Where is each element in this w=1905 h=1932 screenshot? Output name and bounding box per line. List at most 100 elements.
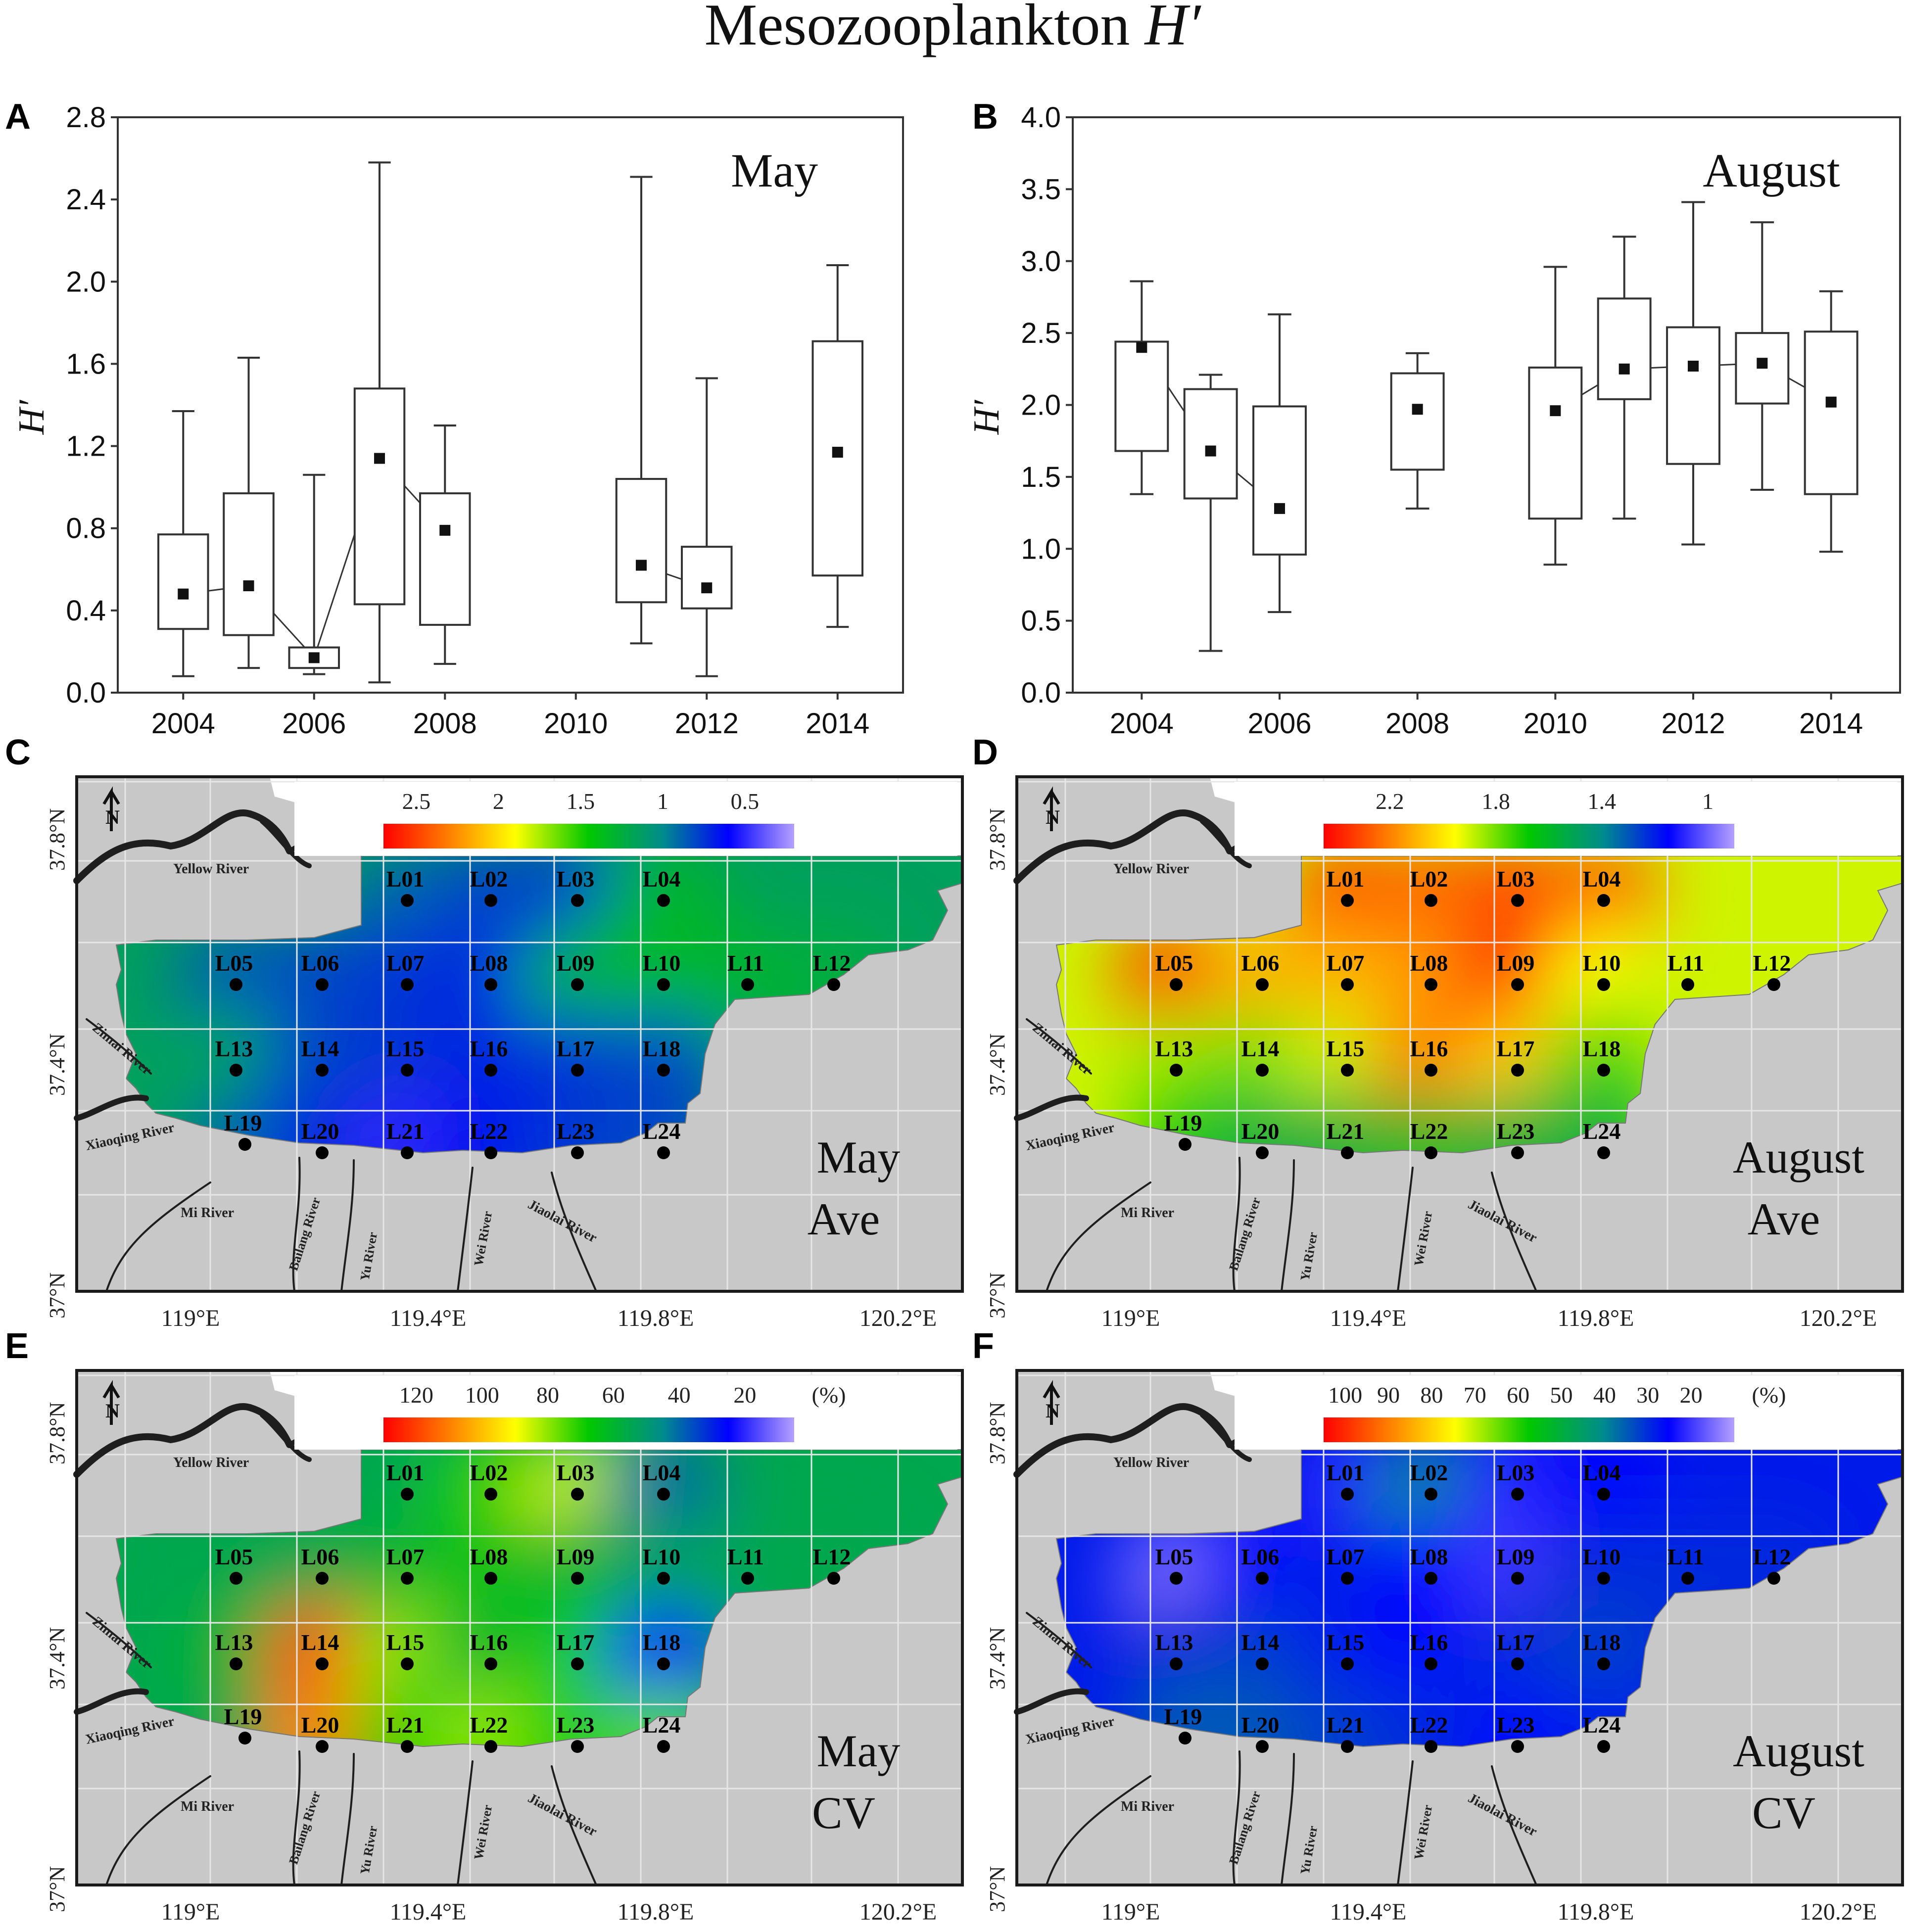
river-line xyxy=(1281,1753,1295,1886)
station-L18: L18 xyxy=(643,1036,681,1077)
mean-marker xyxy=(1136,342,1147,353)
box-2010 xyxy=(1528,266,1583,566)
latitude-tick-label: 37°N xyxy=(985,1866,1009,1912)
y-tick-label: 0.4 xyxy=(66,595,106,627)
station-marker xyxy=(1597,1740,1610,1753)
x-tick-label: 2012 xyxy=(675,707,739,740)
x-tick-label: 2012 xyxy=(1661,707,1725,740)
station-label: L13 xyxy=(215,1036,253,1061)
station-marker xyxy=(1341,1488,1354,1501)
x-tick-label: 2008 xyxy=(1385,707,1449,740)
north-letter: N xyxy=(105,1400,120,1422)
station-label: L12 xyxy=(1753,950,1791,976)
station-L11: L11 xyxy=(1667,1544,1704,1585)
latitude-tick-label: 37.4°N xyxy=(45,1627,69,1690)
station-L19: L19 xyxy=(1164,1704,1202,1744)
field-blob-L20 xyxy=(260,1685,384,1746)
station-marker xyxy=(1179,1138,1191,1151)
mean-marker xyxy=(1825,396,1837,408)
station-L09: L09 xyxy=(1497,950,1534,991)
y-tick-label: 0.5 xyxy=(1021,605,1061,637)
station-marker xyxy=(1425,1572,1437,1585)
station-label: L16 xyxy=(470,1036,508,1061)
station-marker xyxy=(571,1064,584,1077)
river-line xyxy=(260,819,312,868)
figure-title-main: Mesozooplankton xyxy=(705,0,1145,57)
station-L13: L13 xyxy=(1155,1036,1193,1077)
colorbar-tick-label: 20 xyxy=(733,1382,756,1408)
x-tick-label: 2006 xyxy=(282,707,346,740)
station-label: L01 xyxy=(1327,1460,1365,1485)
longitude-tick-label: 119.4°E xyxy=(1330,1899,1407,1925)
y-axis-label: H′ xyxy=(966,399,1007,435)
station-label: L14 xyxy=(1241,1036,1280,1061)
station-marker xyxy=(316,978,329,991)
station-marker xyxy=(571,1657,584,1670)
station-marker xyxy=(401,1657,414,1670)
station-label: L02 xyxy=(1410,866,1448,892)
map-stat-label: Ave xyxy=(1748,1194,1820,1244)
station-L03: L03 xyxy=(557,866,594,907)
station-marker xyxy=(571,894,584,907)
field-blob-L23 xyxy=(1456,1685,1579,1746)
station-L20: L20 xyxy=(301,1119,339,1159)
colorbar xyxy=(1324,824,1734,848)
river-label: Yellow River xyxy=(173,861,249,877)
colorbar-tick-label: 1.5 xyxy=(567,789,595,814)
station-marker xyxy=(401,1488,414,1501)
station-L12: L12 xyxy=(1753,1544,1791,1585)
station-marker xyxy=(401,1740,414,1753)
station-L09: L09 xyxy=(557,950,594,991)
map-frame xyxy=(1015,1369,1904,1886)
station-label: L24 xyxy=(643,1119,681,1144)
station-label: L18 xyxy=(643,1036,681,1061)
station-label: L22 xyxy=(1410,1712,1448,1738)
river-line xyxy=(340,1159,355,1292)
station-L16: L16 xyxy=(470,1630,508,1670)
box-2004 xyxy=(1114,280,1169,495)
station-marker xyxy=(484,1146,497,1159)
station-marker xyxy=(316,1146,329,1159)
station-L08: L08 xyxy=(1410,950,1448,991)
field-blob-L22 xyxy=(1369,1091,1493,1153)
station-marker xyxy=(1425,1488,1437,1501)
river-line xyxy=(1026,1612,1092,1668)
y-tick-label: 2.5 xyxy=(1021,317,1061,349)
colorbar-tick-label: 1 xyxy=(1702,789,1714,814)
y-tick-label: 2.0 xyxy=(66,266,106,298)
chart-title: August xyxy=(1703,144,1840,197)
river-line xyxy=(1397,1760,1414,1886)
station-L03: L03 xyxy=(1497,1460,1534,1501)
station-L02: L02 xyxy=(470,1460,508,1501)
station-marker xyxy=(1681,1572,1694,1585)
mean-marker xyxy=(1205,445,1216,457)
station-label: L20 xyxy=(301,1712,339,1738)
longitude-tick-label: 119°E xyxy=(1101,1305,1160,1331)
longitude-tick-label: 119.8°E xyxy=(618,1899,694,1925)
station-label: L03 xyxy=(1497,866,1535,892)
station-label: L08 xyxy=(1410,950,1448,976)
station-label: L12 xyxy=(813,950,851,976)
river-line xyxy=(292,1157,301,1292)
station-marker xyxy=(1256,1146,1269,1159)
station-label: L21 xyxy=(386,1712,425,1738)
station-label: L21 xyxy=(1327,1119,1365,1144)
station-label: L16 xyxy=(1410,1630,1448,1655)
station-marker xyxy=(657,1488,670,1501)
station-marker xyxy=(571,1740,584,1753)
station-label: L19 xyxy=(1164,1704,1202,1729)
station-marker xyxy=(1597,978,1610,991)
station-label: L10 xyxy=(1583,1544,1621,1569)
river-line xyxy=(1200,1413,1252,1462)
station-label: L02 xyxy=(470,866,508,892)
station-L21: L21 xyxy=(1327,1712,1364,1753)
bay-outline xyxy=(115,1449,963,1747)
box-2012 xyxy=(1666,201,1720,546)
station-label: L20 xyxy=(1241,1119,1280,1144)
station-marker xyxy=(1681,978,1694,991)
y-tick-label: 4.0 xyxy=(1021,101,1061,134)
station-L08: L08 xyxy=(1410,1544,1448,1585)
station-label: L15 xyxy=(1327,1630,1365,1655)
field-blob-L23 xyxy=(1456,1091,1579,1153)
